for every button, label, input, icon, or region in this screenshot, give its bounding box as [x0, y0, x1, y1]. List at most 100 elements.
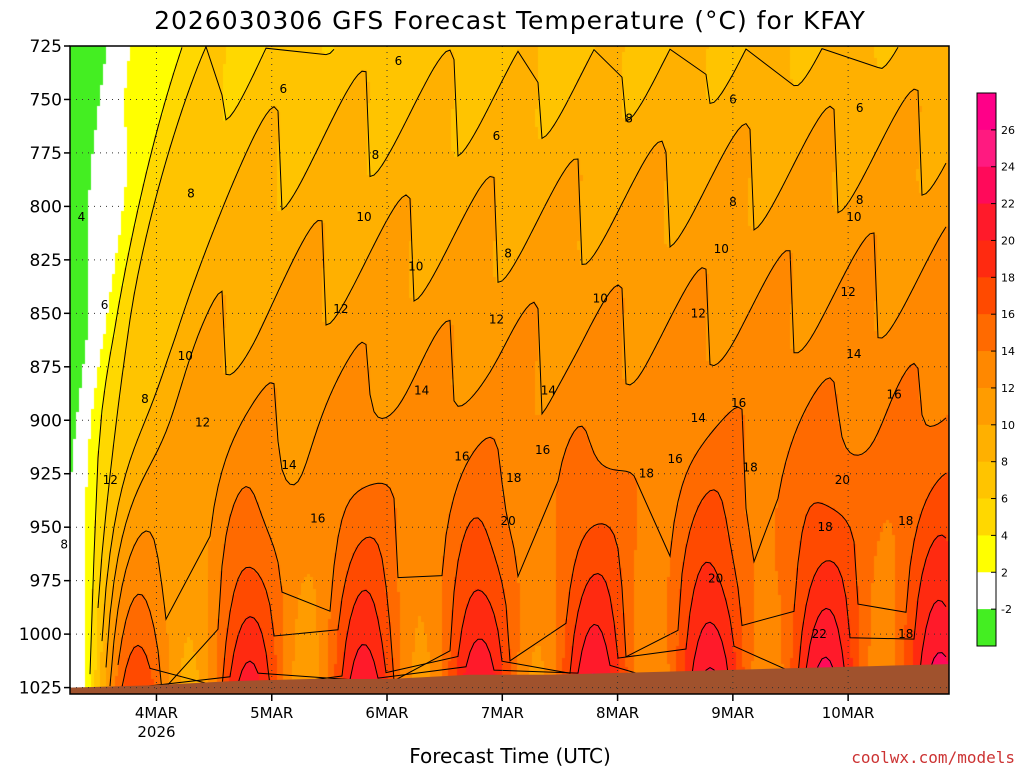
contour-line-4 — [89, 47, 183, 675]
x-tick-sublabel: 2026 — [137, 723, 175, 741]
contour-line-18 — [137, 534, 947, 688]
contour-label: 6 — [493, 129, 501, 143]
x-tick-label: 4MAR — [135, 704, 178, 722]
ground-surface — [70, 664, 949, 694]
x-axis-label: Forecast Time (UTC) — [409, 744, 611, 768]
contour-label: 16 — [731, 396, 746, 410]
colorbar-frame — [976, 92, 997, 647]
y-tick-label: 950 — [30, 518, 62, 538]
y-axis: 725 750 775 800 825 850 875 900 925 950 975 1000 102… — [19, 37, 70, 699]
contour-label: 16 — [668, 452, 683, 466]
colorbar-tick-label: 22 — [1001, 198, 1015, 211]
contour-label: 12 — [691, 306, 706, 320]
contour-line-16 — [121, 472, 947, 689]
contour-label: 18 — [817, 520, 832, 534]
contour-label: 10 — [408, 259, 423, 273]
contour-label: 12 — [840, 285, 855, 299]
y-tick-label: 900 — [30, 411, 62, 431]
plot-frame — [69, 45, 950, 695]
contour-label: 6 — [395, 54, 403, 68]
y-tick-label: 975 — [30, 572, 62, 592]
contour-label: 12 — [195, 415, 210, 429]
contour-label: 6 — [856, 101, 864, 115]
colorbar-tick-label: 6 — [1001, 493, 1008, 506]
y-tick-label: 750 — [30, 90, 62, 110]
contour-label: 12 — [333, 302, 348, 316]
contour-label: 16 — [887, 388, 902, 402]
x-tick-label: 9MAR — [711, 704, 754, 722]
contour-label: 10 — [178, 349, 193, 363]
y-tick-label: 825 — [30, 251, 62, 271]
colorbar-tick-label: 26 — [1001, 124, 1015, 137]
contour-label: 20 — [835, 473, 850, 487]
colorbar-band — [977, 240, 996, 278]
plot-area: 6666664888888881010101010101212121212121… — [60, 45, 950, 695]
x-tick-label: 10MAR — [822, 704, 875, 722]
contour-label: 16 — [535, 443, 550, 457]
contour-label: 18 — [742, 460, 757, 474]
colorbar-band — [977, 535, 996, 573]
contour-line-10 — [105, 88, 947, 668]
contour-lines — [89, 46, 947, 693]
contour-label: 10 — [846, 210, 861, 224]
contour-label: 16 — [310, 512, 325, 526]
contour-label: 8 — [141, 392, 149, 406]
colorbar-band — [977, 203, 996, 241]
contour-label: 10 — [356, 210, 371, 224]
y-tick-label: 1000 — [19, 625, 62, 645]
colorbar-band — [977, 572, 996, 610]
contour-label: 12 — [489, 313, 504, 327]
contour-label: 8 — [372, 148, 380, 162]
colorbar-band — [977, 609, 996, 647]
y-tick-label: 925 — [30, 465, 62, 485]
colorbar-band — [977, 166, 996, 205]
contour-label: 14 — [691, 411, 706, 425]
colorbar-tick-label: 14 — [1001, 345, 1015, 358]
colorbar-tick-label: 18 — [1001, 271, 1015, 284]
contour-label: 20 — [708, 572, 723, 586]
contour-line-12 — [109, 226, 947, 687]
contour-labels: 6666664888888881010101010101212121212121… — [60, 54, 913, 641]
contour-label: 8 — [187, 187, 195, 201]
contour-label: 14 — [414, 383, 429, 397]
colorbar-tick-label: 4 — [1001, 529, 1008, 542]
x-tick-label: 6MAR — [365, 704, 408, 722]
colorbar-band — [977, 461, 996, 500]
contour-line-14 — [117, 362, 947, 693]
contour-label: 14 — [281, 458, 296, 472]
contour-label: 10 — [593, 291, 608, 305]
temperature-field — [70, 46, 949, 694]
x-tick-label: 5MAR — [250, 704, 293, 722]
colorbar-legend: 26 24 22 20 18 16 14 12 10 8 6 4 2 -2 — [976, 92, 1015, 647]
y-tick-label: 775 — [30, 144, 62, 164]
contour-label: 8 — [504, 246, 512, 260]
contour-label: 8 — [60, 537, 68, 551]
colorbar-band — [977, 351, 996, 389]
contour-label: 18 — [506, 471, 521, 485]
colorbar-tick-label: 20 — [1001, 234, 1015, 247]
colorbar-band — [977, 277, 996, 315]
contour-label: 6 — [101, 298, 109, 312]
colorbar-band — [977, 387, 996, 426]
x-tick-label: 8MAR — [596, 704, 639, 722]
credit-text[interactable]: coolwx.com/models — [851, 748, 1015, 767]
contour-line-8 — [101, 47, 899, 642]
contour-label: 18 — [898, 514, 913, 528]
contour-label: 8 — [625, 112, 633, 126]
y-tick-label: 875 — [30, 358, 62, 378]
chart-title: 2026030306 GFS Forecast Temperature (°C)… — [154, 6, 866, 35]
y-tick-label: 725 — [30, 37, 62, 57]
colorbar-tick-label: 2 — [1001, 566, 1008, 579]
colorbar-band — [977, 129, 996, 168]
contour-line-20 — [237, 599, 947, 690]
y-tick-label: 1025 — [19, 679, 62, 699]
contour-label: 14 — [541, 383, 556, 397]
contour-line-6 — [97, 46, 335, 609]
contour-label: 20 — [500, 514, 515, 528]
contour-label: 16 — [454, 450, 469, 464]
colorbar-band — [977, 498, 996, 536]
contour-label: 6 — [279, 82, 287, 96]
colorbar-tick-label: 8 — [1001, 456, 1008, 469]
